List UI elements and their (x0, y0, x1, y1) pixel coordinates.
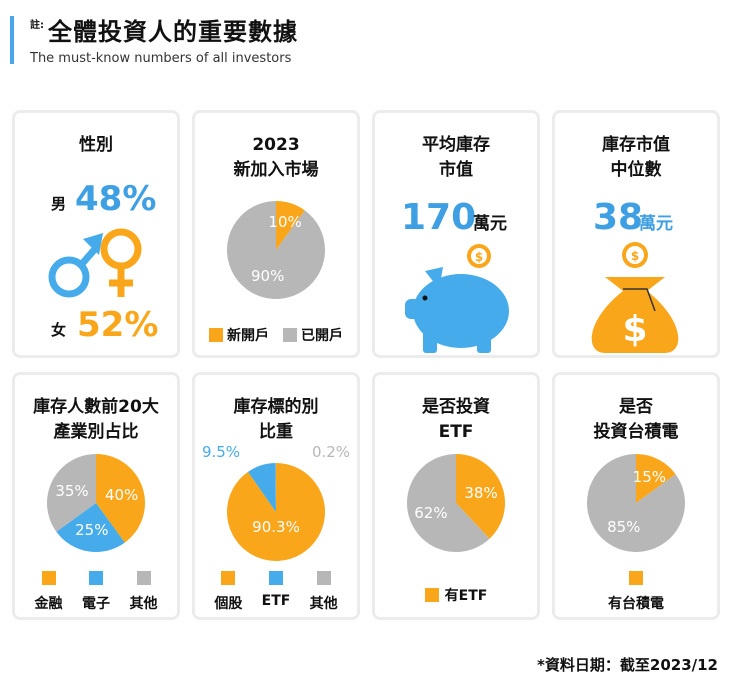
legend-item: 已開戶 (283, 325, 343, 345)
pie-slice-label: 10% (268, 213, 302, 232)
card-new-market: 2023 新加入市場 新開戶 已開戶 10% 90% (192, 110, 360, 358)
pie-chart (407, 454, 505, 552)
pie-slice-label: 85% (607, 518, 641, 536)
pie-slice-2 (47, 454, 96, 532)
page-title: 全體投資人的重要數據 (48, 18, 298, 46)
svg-text:$: $ (631, 249, 639, 263)
pie-slice-label: 62% (414, 503, 448, 522)
card-holding-type: 庫存標的別 比重 個股 ETF 其他 90.3% 9.5% 0.2% (192, 372, 360, 620)
pie-slice-label: 9.5% (201, 443, 241, 461)
pie-slice-0 (276, 201, 305, 250)
card-title: 2023 新加入市場 (233, 135, 319, 180)
svg-text:$: $ (475, 250, 483, 264)
piggy-bank-icon: $ (405, 244, 509, 353)
pie-slice-label: 90.3% (252, 517, 300, 536)
legend-item: 有台積電 (608, 571, 664, 613)
card-avg-value: 平均庫存 市值 170 萬元 $ (372, 110, 540, 358)
pie-slice-label: 38% (464, 484, 498, 503)
legend-item: 其他 (130, 571, 158, 613)
data-date-footnote: *資料日期：截至2023/12 (537, 656, 718, 674)
avg-unit: 萬元 (473, 214, 507, 234)
male-value: 48% (75, 179, 157, 219)
pie-slice-1 (56, 503, 125, 552)
legend-item: 個股 (214, 571, 242, 613)
accent-bar (10, 16, 14, 64)
card-title: 庫存人數前20大 產業別占比 (33, 397, 159, 442)
svg-text:$: $ (622, 309, 647, 350)
pie-slice-label: 25% (75, 520, 109, 539)
median-unit: 萬元 (639, 214, 673, 234)
pie-slice-0 (96, 454, 145, 543)
card-title: 庫存市值 中位數 (602, 135, 670, 180)
money-bag-icon: $ $ (591, 242, 679, 353)
legend-item: 新開戶 (209, 325, 269, 345)
card-title: 是否 投資台積電 (593, 397, 679, 442)
avg-value: 170 (401, 197, 477, 238)
card-gender: 性別 男 48% 女 52% (12, 110, 180, 358)
card-title: 平均庫存 市值 (422, 135, 490, 180)
legend-item: ETF (262, 571, 290, 613)
female-symbol-icon (100, 228, 142, 297)
pie-slice-1 (226, 201, 325, 299)
pie-slice-1 (407, 454, 490, 552)
card-median-value: 庫存市值 中位數 38 萬元 $ $ (552, 110, 720, 358)
pie-slice-0 (456, 454, 505, 539)
female-value: 52% (77, 305, 159, 345)
pie-slice-label: 0.2% (311, 443, 351, 461)
median-value: 38 (593, 197, 644, 238)
pie-slice-0 (636, 454, 676, 503)
legend-item: 有ETF (424, 585, 487, 605)
female-label: 女 (51, 321, 67, 339)
card-industry: 庫存人數前20大 產業別占比 金融 電子 其他 40% 25% 35% (12, 372, 180, 620)
pie-slice-label: 35% (55, 481, 89, 500)
pie-slice-1 (587, 454, 685, 552)
pie-slice-label: 90% (251, 266, 285, 285)
legend-item: 金融 (35, 571, 63, 613)
male-symbol-icon (48, 233, 103, 298)
legend-item: 其他 (310, 571, 338, 613)
pie-chart (227, 463, 325, 561)
card-tsmc: 是否 投資台積電 有台積電 15% 85% (552, 372, 720, 620)
pie-slice-label: 15% (632, 467, 667, 486)
note-label: 註: (30, 20, 44, 31)
pie-chart (47, 454, 145, 552)
card-title: 性別 (79, 135, 113, 155)
card-title: 庫存標的別 比重 (233, 397, 319, 442)
pie-chart (587, 454, 685, 552)
card-title: 是否投資 ETF (422, 397, 490, 442)
legend-item: 電子 (82, 571, 110, 613)
pie-slice-1 (247, 463, 276, 512)
male-label: 男 (51, 195, 67, 213)
pie-chart (226, 201, 325, 299)
pie-slice-label: 40% (104, 485, 139, 504)
pie-slice-2 (275, 463, 276, 512)
card-etf: 是否投資 ETF 有ETF 38% 62% (372, 372, 540, 620)
page-subtitle: The must-know numbers of all investors (30, 51, 292, 66)
